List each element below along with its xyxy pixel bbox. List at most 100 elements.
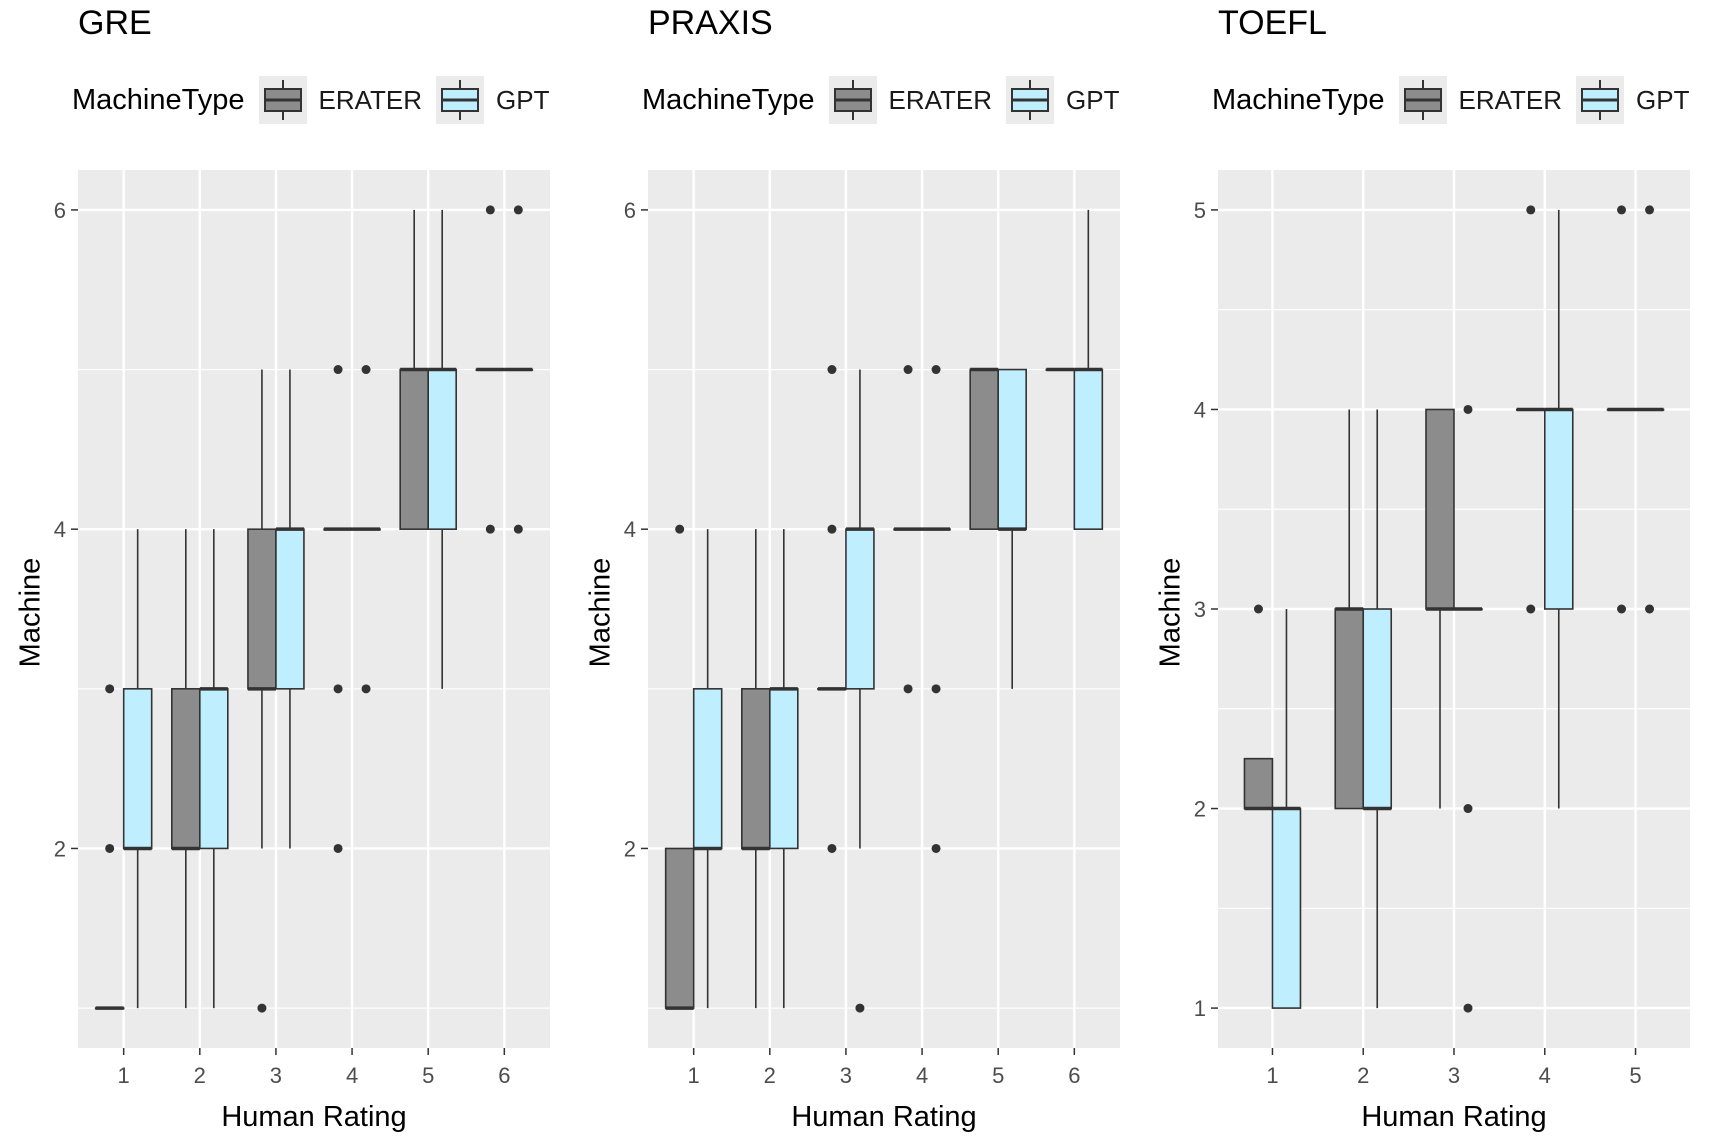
x-tick-label: 3	[840, 1063, 852, 1088]
panel-title: GRE	[78, 4, 152, 42]
outlier-point	[1526, 604, 1536, 614]
outlier-point	[931, 684, 941, 694]
outlier-point	[513, 205, 523, 215]
plot-background	[648, 170, 1120, 1048]
plot-area: 1 2 3 4 5 6 2 4 6	[54, 170, 550, 1088]
x-tick-label: 1	[688, 1063, 700, 1088]
outlier-point	[1617, 205, 1627, 215]
box-gpt	[692, 688, 723, 850]
y-tick-label: 2	[54, 836, 66, 861]
y-tick-label: 6	[624, 198, 636, 223]
box-gpt	[199, 688, 229, 850]
boxplot-key-icon	[833, 80, 872, 120]
x-tick-label: 2	[764, 1063, 776, 1088]
box-gpt	[1543, 408, 1574, 610]
outlier-point	[361, 365, 371, 375]
outlier-point	[485, 205, 495, 215]
x-tick-label: 5	[992, 1063, 1004, 1088]
y-tick-label: 4	[624, 517, 636, 542]
outlier-point	[1463, 1003, 1473, 1013]
y-axis-label: Machine	[584, 557, 617, 668]
legend-label-gpt: GPT	[1066, 84, 1120, 115]
box-erater	[1425, 408, 1455, 610]
legend-label-gpt: GPT	[496, 84, 550, 115]
y-axis-label: Machine	[1154, 557, 1187, 668]
legend-title: MachineType	[642, 83, 815, 116]
box-erater	[1243, 757, 1274, 810]
box-erater	[1334, 608, 1365, 810]
outlier-point	[1526, 205, 1536, 215]
x-tick-label: 4	[1539, 1063, 1551, 1088]
outlier-point	[1645, 604, 1655, 614]
outlier-point	[827, 843, 837, 853]
legend-label-erater: ERATER	[318, 84, 423, 115]
box-gpt	[1271, 807, 1302, 1009]
boxplot-key-icon	[1011, 80, 1050, 120]
legend-key-erater	[258, 76, 307, 124]
plot-area: 1 2 3 4 5 6 2 4 6	[624, 170, 1120, 1088]
legend-label-erater: ERATER	[888, 84, 993, 115]
y-tick-label: 3	[1194, 597, 1206, 622]
outlier-point	[105, 843, 115, 853]
box-gpt	[997, 368, 1027, 530]
legend-key-gpt	[1576, 76, 1625, 124]
chart-panel-gre: GRE MachineType ERATER GPT 1 2 3 4 5 6 2 4 6 Hum…	[0, 0, 568, 1137]
outlier-point	[931, 843, 941, 853]
x-tick-label: 6	[498, 1063, 510, 1088]
box-gpt	[1362, 608, 1393, 810]
panel-title: TOEFL	[1218, 4, 1327, 42]
y-tick-label: 4	[54, 517, 66, 542]
legend-key-erater	[828, 76, 877, 124]
x-axis-label: Human Rating	[221, 1101, 407, 1133]
legend-label-erater: ERATER	[1458, 84, 1563, 115]
x-tick-label: 1	[1266, 1063, 1278, 1088]
box-erater	[664, 847, 695, 1009]
outlier-point	[485, 524, 495, 534]
box-gpt	[122, 688, 153, 850]
outlier-point	[931, 365, 941, 375]
y-tick-label: 1	[1194, 996, 1206, 1021]
outlier-point	[257, 1003, 267, 1013]
outlier-point	[1463, 804, 1473, 814]
boxplot-key-icon	[1403, 80, 1442, 120]
outlier-point	[827, 365, 837, 375]
outlier-point	[105, 684, 115, 694]
box-erater	[247, 528, 277, 690]
plot-background	[78, 170, 550, 1048]
y-tick-label: 2	[624, 836, 636, 861]
outlier-point	[855, 1003, 865, 1013]
x-tick-label: 3	[1448, 1063, 1460, 1088]
outlier-point	[675, 524, 685, 534]
y-axis-label: Machine	[14, 557, 47, 668]
legend-key-gpt	[436, 76, 485, 124]
y-tick-label: 2	[1194, 797, 1206, 822]
x-axis-label: Human Rating	[791, 1101, 977, 1133]
y-tick-label: 6	[54, 198, 66, 223]
box-gpt	[275, 528, 305, 690]
x-tick-label: 5	[1629, 1063, 1641, 1088]
x-tick-label: 3	[270, 1063, 282, 1088]
x-tick-label: 1	[118, 1063, 130, 1088]
box-erater	[969, 368, 999, 530]
x-tick-label: 4	[346, 1063, 358, 1088]
outlier-point	[827, 524, 837, 534]
y-tick-label: 5	[1194, 198, 1206, 223]
outlier-point	[903, 684, 913, 694]
outlier-point	[333, 843, 343, 853]
legend-title: MachineType	[72, 83, 245, 116]
box-gpt	[427, 368, 457, 530]
outlier-point	[1617, 604, 1627, 614]
x-tick-label: 4	[916, 1063, 928, 1088]
panel-title: PRAXIS	[648, 4, 773, 42]
y-tick-label: 4	[1194, 397, 1206, 422]
x-tick-label: 2	[1357, 1063, 1369, 1088]
outlier-point	[1463, 404, 1473, 414]
x-tick-label: 6	[1068, 1063, 1080, 1088]
x-tick-label: 5	[422, 1063, 434, 1088]
outlier-point	[333, 684, 343, 694]
outlier-point	[513, 524, 523, 534]
box-erater	[171, 688, 201, 850]
box-gpt	[845, 528, 875, 690]
